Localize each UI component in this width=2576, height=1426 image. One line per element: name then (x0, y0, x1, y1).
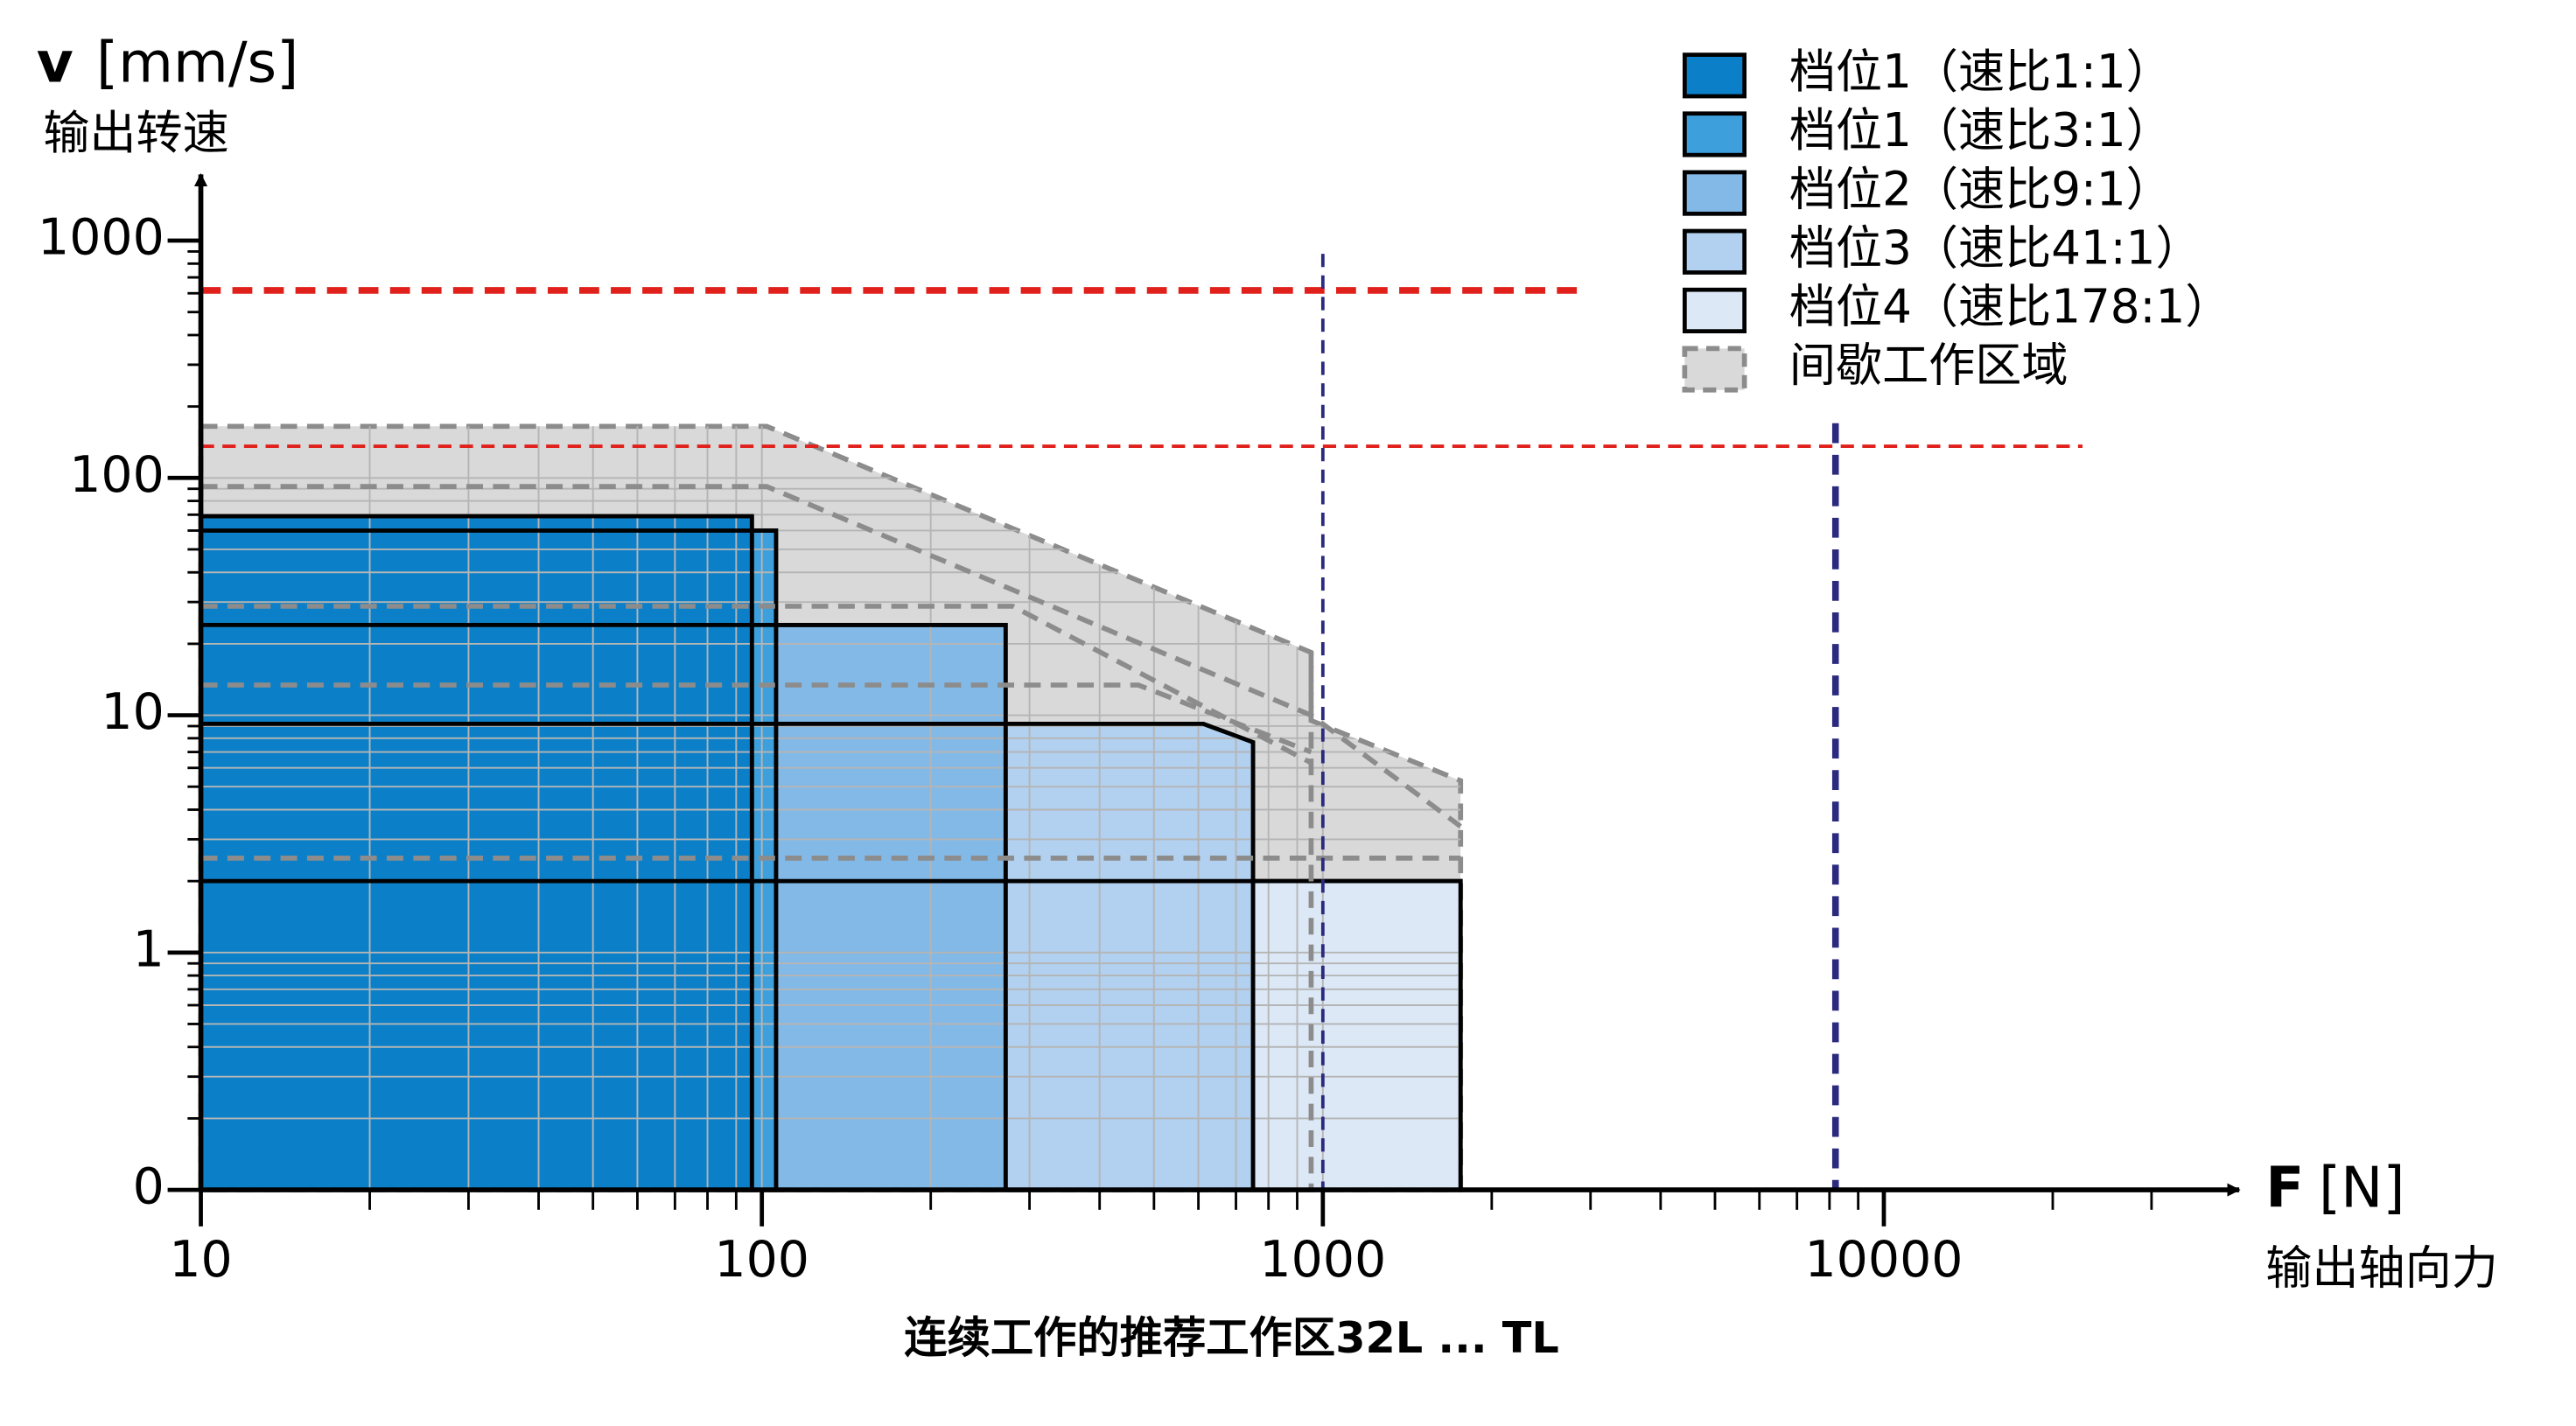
legend-swatch (1682, 111, 1747, 157)
x-sublabel: 输出轴向力 (2265, 1241, 2498, 1296)
x-tick-label: 10000 (1804, 1231, 1963, 1289)
y-sublabel: 输出转速 (43, 106, 228, 160)
intermittent-boundary (200, 604, 1312, 765)
legend-label: 档位2（速比9:1） (1789, 162, 2173, 216)
y-tick-label: 10 (101, 683, 164, 741)
legend-swatch (1682, 52, 1747, 99)
legend-label: 档位1（速比3:1） (1789, 103, 2173, 157)
intermittent-boundary (200, 484, 1462, 828)
legend-label: 档位1（速比1:1） (1789, 45, 2173, 99)
legend-swatch (1682, 346, 1747, 393)
y-tick-label: 100 (69, 446, 164, 504)
legend-label: 档位3（速比41:1） (1789, 220, 2202, 275)
y-unit: [mm/s] (96, 30, 298, 95)
x-tick-label: 1000 (1259, 1231, 1386, 1289)
region (199, 514, 754, 1192)
y-origin-label: 0 (133, 1158, 164, 1216)
x-tick-label: 100 (714, 1231, 809, 1289)
legend-label: 档位4（速比178:1） (1789, 280, 2231, 334)
legend-swatch (1682, 170, 1747, 216)
x-unit: [N] (2319, 1156, 2405, 1221)
legend-swatch (1682, 228, 1747, 275)
x-tick-label: 10 (169, 1231, 232, 1289)
legend-swatch (1682, 287, 1747, 333)
caption: 连续工作的推荐工作区32L ... TL (904, 1312, 1559, 1363)
x-label: F (2265, 1156, 2304, 1221)
y-label: v (37, 30, 74, 95)
legend-label: 间歇工作区域 (1789, 339, 2068, 393)
intermittent-boundary (200, 682, 1312, 755)
y-tick-label: 1 (133, 920, 164, 978)
y-tick-label: 1000 (38, 209, 164, 267)
